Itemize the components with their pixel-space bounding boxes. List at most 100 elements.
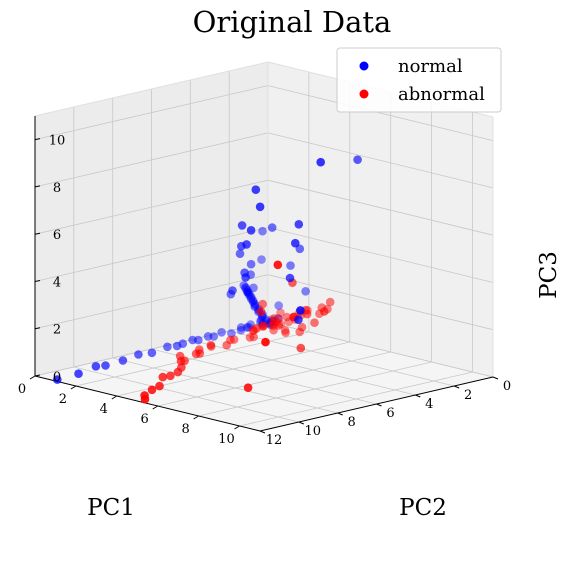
point-abnormal	[325, 297, 335, 307]
grid-line-y-floor	[75, 331, 309, 387]
point-normal	[255, 202, 265, 212]
point-normal	[237, 221, 247, 230]
x-axis-label: PC1	[87, 495, 135, 521]
grid-lines	[34, 62, 494, 432]
x-tick-label: 6	[386, 406, 394, 421]
grid-line-z-wall-a	[34, 274, 269, 330]
pane-pc2-pc3	[268, 62, 493, 377]
point-normal	[257, 255, 266, 264]
point-normal	[258, 226, 267, 236]
point-normal	[250, 302, 259, 312]
z-tick-label: 0	[53, 370, 61, 385]
legend-marker-normal	[359, 61, 369, 71]
point-normal	[246, 259, 256, 269]
x-tick-label: 8	[348, 415, 356, 430]
x-tick-mark	[376, 403, 382, 407]
legend-box	[336, 47, 502, 113]
legend-label-normal: normal	[398, 56, 463, 77]
point-normal	[134, 350, 143, 359]
point-abnormal	[191, 349, 201, 359]
point-normal	[250, 301, 260, 310]
y-tick-label: 0	[18, 382, 26, 397]
point-abnormal	[252, 324, 261, 333]
point-normal	[266, 318, 275, 328]
z-tick-mark	[34, 280, 41, 282]
point-abnormal	[273, 260, 283, 270]
point-normal	[294, 315, 303, 325]
point-abnormal	[302, 309, 312, 319]
point-normal	[301, 287, 310, 296]
point-normal	[217, 328, 226, 337]
point-normal	[285, 273, 295, 283]
grid-line-x-floor	[112, 357, 338, 414]
z-tick-label: 6	[53, 228, 61, 243]
x-tick-mark	[259, 430, 266, 434]
grid-line-z-wall-a	[34, 132, 269, 188]
x-tick-mark	[415, 394, 421, 398]
z-tick-label: 8	[53, 181, 61, 196]
point-normal	[228, 286, 237, 295]
point-normal	[242, 240, 251, 249]
point-abnormal	[270, 314, 279, 323]
z-tick-mark	[34, 185, 41, 188]
point-abnormal	[173, 367, 183, 377]
grid-line-y-floor	[157, 351, 391, 407]
legend-label-abnormal: abnormal	[398, 84, 485, 105]
point-abnormal	[297, 322, 307, 332]
point-abnormal	[176, 356, 186, 366]
grid-line-z-wall-b	[267, 227, 494, 283]
point-normal	[242, 323, 252, 332]
y-tick-mark	[111, 395, 118, 400]
y-tick-label: 2	[59, 392, 67, 407]
point-normal	[241, 273, 250, 282]
point-abnormal	[296, 343, 306, 353]
x-tick-label: 0	[503, 379, 511, 394]
legend: normal abnormal	[336, 47, 502, 113]
point-normal	[353, 155, 362, 164]
point-abnormal	[256, 307, 266, 317]
y-tick-mark	[70, 385, 77, 390]
point-abnormal	[267, 314, 277, 324]
point-normal	[243, 288, 252, 297]
point-normal	[296, 306, 305, 315]
point-abnormal	[320, 307, 329, 316]
y-axis-label: PC2	[399, 495, 447, 521]
point-normal	[172, 341, 182, 351]
y-tick-label: 10	[218, 432, 235, 447]
point-abnormal	[147, 385, 157, 395]
point-normal	[248, 296, 258, 305]
point-abnormal	[222, 340, 231, 350]
point-normal	[53, 375, 62, 384]
grid-line-z-wall-a	[34, 227, 269, 282]
point-normal	[250, 299, 260, 309]
legend-marker-abnormal	[359, 89, 369, 99]
x-tick-label: 4	[425, 397, 433, 412]
z-tick-label: 4	[53, 276, 61, 291]
y-tick-label: 4	[100, 402, 108, 417]
point-normal	[291, 238, 300, 248]
point-normal	[118, 356, 128, 365]
point-abnormal	[258, 299, 268, 309]
y-tick-mark	[152, 405, 158, 410]
data-points	[53, 155, 362, 404]
x-tick-mark	[337, 412, 343, 416]
point-abnormal	[245, 333, 255, 342]
z-tick-mark	[34, 232, 41, 235]
point-normal	[163, 342, 172, 352]
y-tick-mark	[234, 425, 240, 430]
point-normal	[274, 314, 283, 323]
pane-edge	[34, 61, 269, 117]
point-normal	[316, 157, 326, 167]
x-tick-mark	[492, 376, 499, 380]
point-abnormal	[140, 394, 150, 404]
z-tick-label: 2	[53, 323, 61, 338]
grid-line-x-floor	[151, 348, 377, 405]
point-abnormal	[310, 318, 319, 328]
point-normal	[244, 322, 254, 332]
point-abnormal	[206, 342, 216, 351]
grid-line-z-wall-b	[267, 85, 494, 141]
point-abnormal	[261, 337, 270, 347]
z-tick-mark	[34, 374, 41, 377]
tick-labels: 0 2 4 6 8 10 12 0 2 4 6 8 10 0 2 4 6 8 10	[18, 134, 511, 448]
